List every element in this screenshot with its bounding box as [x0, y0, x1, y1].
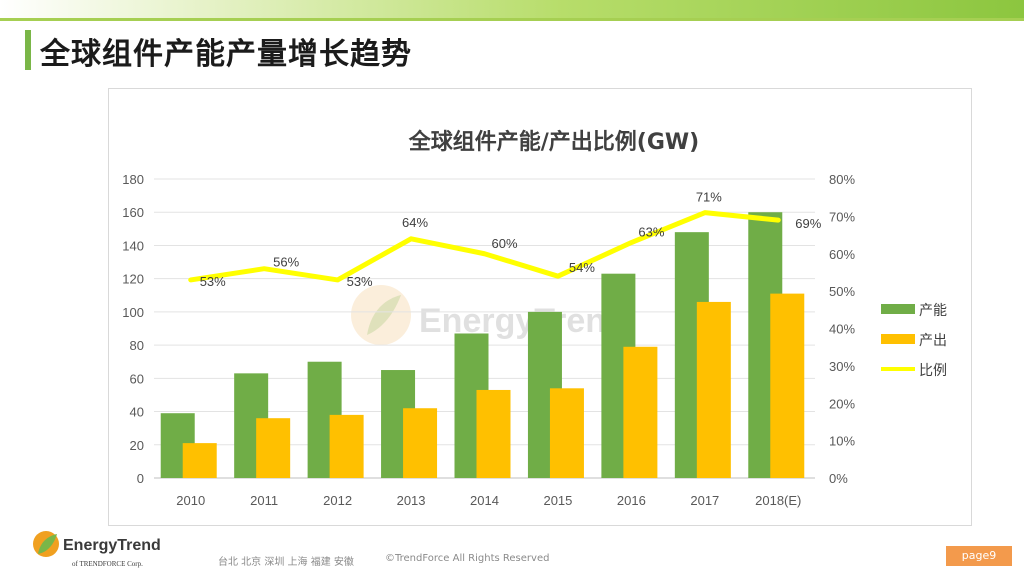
bar-output	[403, 408, 438, 478]
title-accent-bar	[25, 30, 31, 70]
chart-title: 全球组件产能/产出比例(GW)	[408, 129, 699, 155]
ratio-point	[703, 211, 707, 215]
x-tick-label: 2016	[617, 493, 646, 508]
y-right-tick-label: 50%	[829, 284, 855, 299]
ratio-point	[189, 278, 193, 282]
ratio-data-label: 53%	[347, 274, 373, 289]
y-right-tick-label: 60%	[829, 247, 855, 262]
logo-sub: of TRENDFORCE Corp.	[72, 560, 143, 568]
y-left-tick-label: 20	[130, 438, 144, 453]
bar-output	[476, 389, 511, 478]
x-tick-label: 2014	[470, 493, 499, 508]
ratio-point	[336, 278, 340, 282]
logo-leaf-icon	[38, 534, 57, 554]
top-decor-band	[0, 0, 1024, 18]
ratio-point	[409, 237, 413, 241]
bar-output	[182, 443, 217, 478]
chart-panel: EnergyTrend 全球组件产能/产出比例(GW) 0 20 40 60 80 100…	[108, 88, 972, 526]
legend-label: 比例	[919, 363, 947, 379]
bar-output	[549, 388, 584, 478]
y-right-tick-label: 70%	[829, 209, 855, 224]
ratio-data-label: 60%	[491, 236, 517, 251]
ratio-data-label: 56%	[273, 255, 299, 270]
ratio-data-label: 64%	[402, 215, 428, 230]
chart-svg: EnergyTrend 全球组件产能/产出比例(GW) 0 20 40 60 80 100…	[122, 129, 947, 508]
x-tick-label: 2013	[397, 493, 426, 508]
y-left-tick-label: 180	[122, 172, 144, 187]
x-tick-label: 2010	[176, 493, 205, 508]
ratio-data-label: 53%	[200, 274, 226, 289]
y-right-tick-label: 20%	[829, 396, 855, 411]
y-right-tick-label: 40%	[829, 322, 855, 337]
y-right-tick-label: 30%	[829, 359, 855, 374]
watermark-logo-icon	[351, 285, 411, 345]
bar-output	[256, 418, 291, 478]
footer-copyright: ©TrendForce All Rights Reserved	[385, 553, 550, 564]
watermark-text: EnergyTrend	[419, 302, 627, 340]
x-tick-label: 2018(E)	[755, 493, 801, 508]
bar-output	[329, 414, 364, 478]
ratio-data-label: 69%	[795, 216, 821, 231]
y-left-tick-label: 80	[130, 338, 144, 353]
y-right-tick-label: 80%	[829, 172, 855, 187]
watermark: EnergyTrend	[351, 285, 627, 345]
footer-offices: 台北 北京 深圳 上海 福建 安徽	[218, 557, 354, 568]
y-left-tick-label: 60	[130, 371, 144, 386]
x-tick-label: 2011	[250, 493, 278, 508]
ratio-data-label: 71%	[696, 190, 722, 205]
x-tick-label: 2015	[543, 493, 572, 508]
legend-label: 产能	[919, 303, 947, 319]
ratio-point	[262, 267, 266, 271]
legend-swatch	[881, 334, 915, 344]
bar-output	[770, 293, 805, 478]
y-left-tick-label: 140	[122, 238, 144, 253]
ratio-data-label: 54%	[569, 260, 595, 275]
x-tick-label: 2017	[690, 493, 719, 508]
footer-logo: EnergyTrend of TRENDFORCE Corp.	[33, 531, 161, 568]
y-left-tick-label: 100	[122, 305, 144, 320]
bar-output	[623, 346, 658, 478]
y-right-tick-label: 0%	[829, 471, 848, 486]
y-left-tick-label: 160	[122, 205, 144, 220]
top-decor-line	[0, 18, 1024, 21]
y-left-tick-label: 0	[137, 471, 144, 486]
logo-name: EnergyTrend	[63, 537, 161, 554]
x-tick-label: 2012	[323, 493, 352, 508]
page-number-badge: page9	[946, 546, 1012, 566]
y-right-tick-label: 10%	[829, 434, 855, 449]
legend-label: 产出	[919, 333, 947, 349]
legend-swatch	[881, 304, 915, 314]
ratio-point	[483, 252, 486, 256]
y-left-tick-label: 40	[130, 405, 144, 420]
watermark-leaf-icon	[367, 295, 401, 335]
bar-output	[696, 301, 731, 478]
ratio-data-label: 63%	[638, 225, 664, 240]
page-title: 全球组件产能产量增长趋势	[40, 37, 412, 72]
y-left-tick-label: 120	[122, 272, 144, 287]
ratio-point	[776, 218, 780, 222]
ratio-point	[629, 241, 633, 245]
ratio-point	[556, 274, 560, 278]
